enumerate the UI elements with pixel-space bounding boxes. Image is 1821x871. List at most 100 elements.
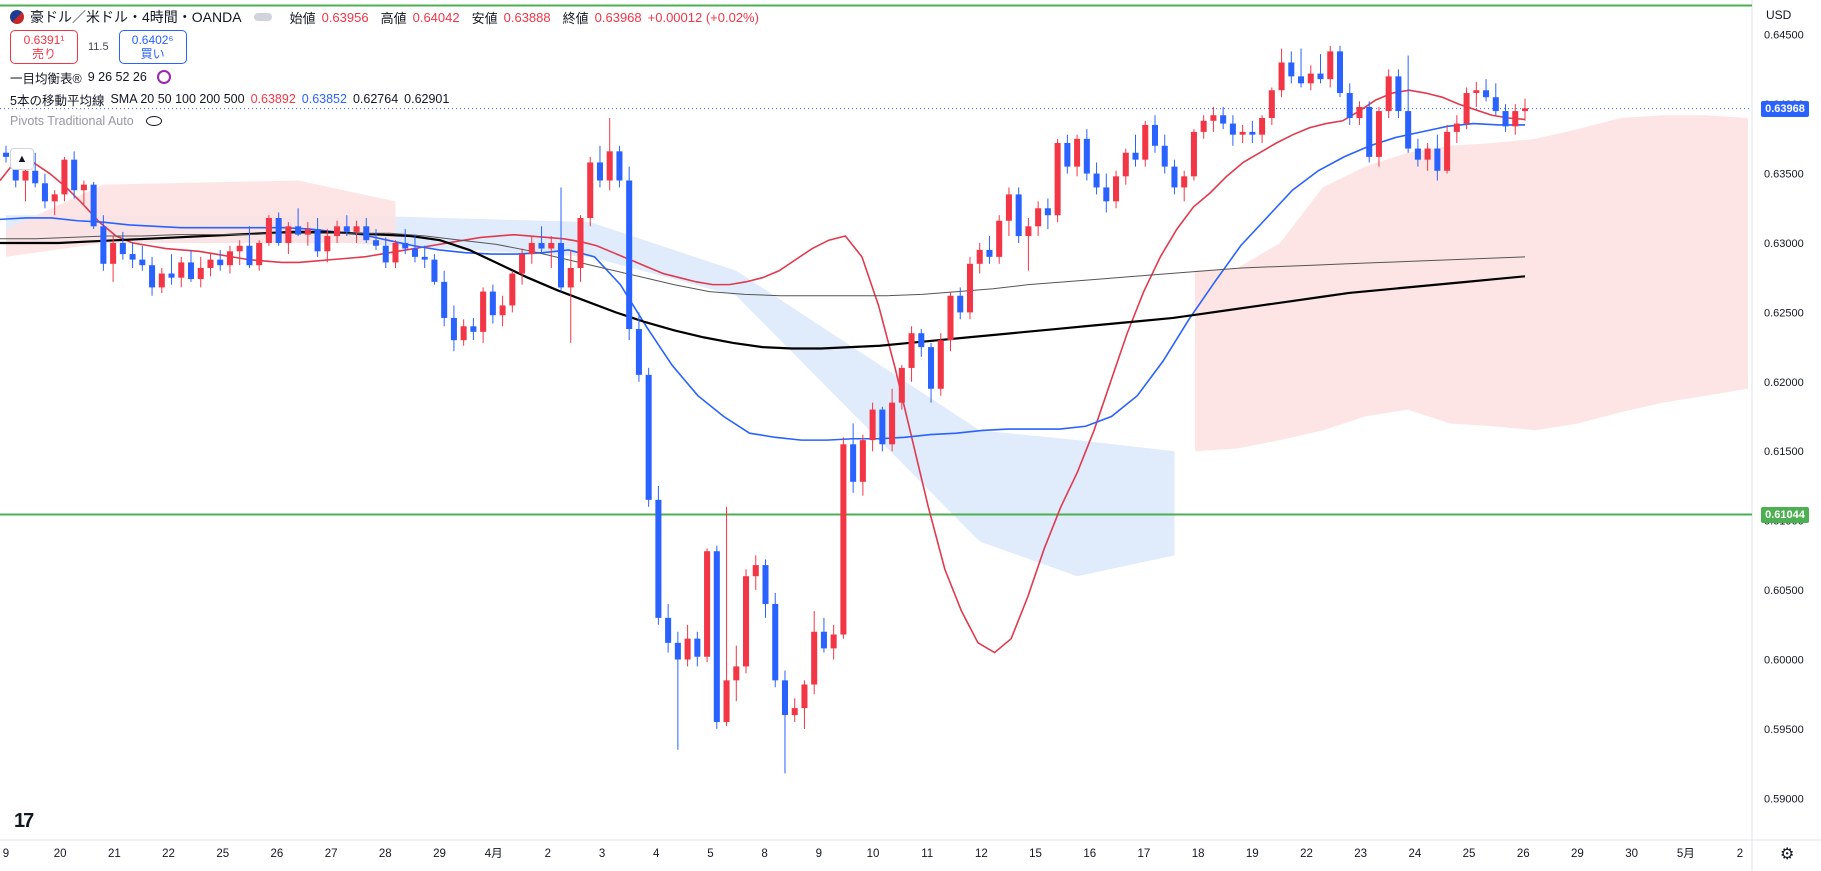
sma-200-line (0, 230, 1526, 350)
buy-button[interactable]: 0.6402⁶ 買い (118, 30, 187, 64)
ichimoku-row[interactable]: 一目均衡表® 9 26 52 26 (10, 66, 759, 88)
candle-body (908, 333, 915, 368)
candle-body (460, 326, 467, 341)
candle-body (1473, 90, 1480, 94)
x-tick-label: 11 (921, 848, 933, 860)
candle-body (801, 684, 808, 709)
x-tick-label: 19 (1246, 848, 1259, 860)
ichimoku-cloud-bull (1195, 115, 1748, 452)
candle-body (246, 245, 253, 266)
x-tick-label: 24 (1408, 848, 1421, 860)
symbol-title[interactable]: 豪ドル／米ドル・4時間・OANDA (30, 9, 242, 25)
candle-body (976, 249, 983, 264)
x-tick-label: 30 (1625, 848, 1638, 860)
candle-body (324, 236, 331, 252)
toggle-icon[interactable] (253, 13, 272, 21)
candle-body (1375, 111, 1382, 157)
candle-body (879, 409, 886, 445)
candle-body (762, 565, 769, 604)
candle-body (996, 220, 1003, 257)
candle-body (1259, 118, 1266, 135)
candle-body (1492, 97, 1499, 112)
candle-body (519, 254, 526, 274)
candle-body (207, 259, 214, 268)
candle-body (635, 329, 642, 375)
y-tick-label: 0.61500 (1764, 446, 1804, 458)
sell-button[interactable]: 0.6391¹ 売り (10, 30, 78, 64)
x-tick-label: 3 (599, 848, 605, 860)
candle-body (811, 631, 818, 685)
candle-body (548, 242, 555, 249)
symbol-row: 豪ドル／米ドル・4時間・OANDA 始値 0.63956 高値 0.64042 安値… (10, 6, 759, 28)
open-label: 始値 (289, 10, 316, 26)
candle-body (1103, 187, 1110, 202)
gear-icon[interactable]: ⚙ (1780, 846, 1795, 863)
candle-body (1414, 148, 1421, 160)
candle-body (285, 226, 292, 243)
candle-body (1366, 106, 1373, 157)
candle-body (1171, 166, 1178, 188)
candle-body (1512, 111, 1519, 127)
candle-body (986, 249, 993, 257)
candle-body (859, 440, 866, 482)
pivots-row[interactable]: Pivots Traditional Auto (10, 110, 759, 132)
x-tick-label: 25 (216, 848, 229, 860)
collapse-legend-button[interactable]: ▲ (10, 148, 34, 170)
high-label: 高値 (380, 10, 407, 26)
x-tick-label: 20 (54, 848, 67, 860)
sma-50-line (0, 122, 1525, 441)
refresh-icon[interactable] (156, 70, 171, 84)
ma-row[interactable]: 5本の移動平均線 SMA 20 50 100 200 500 0.63892 0… (10, 88, 759, 110)
sma-20-line (0, 89, 1526, 654)
candle-body (265, 217, 272, 243)
x-tick-label: 2 (545, 848, 551, 860)
candle-body (772, 603, 779, 681)
candle-body (470, 326, 477, 332)
chart-legend: 豪ドル／米ドル・4時間・OANDA 始値 0.63956 高値 0.64042 安値… (10, 6, 759, 132)
candle-body (840, 444, 847, 635)
candle-body (304, 229, 311, 235)
candle-body (1521, 108, 1529, 112)
ichimoku-cloud-bear (6, 215, 1175, 577)
candle-body (51, 194, 58, 202)
candle-body (22, 170, 29, 181)
candle-body (567, 267, 574, 288)
candle-body (1307, 73, 1314, 84)
candle-body (1249, 131, 1256, 135)
candle-body (1142, 124, 1149, 160)
level-price-tag: 0.61044 (1761, 506, 1809, 523)
candle-body (100, 226, 107, 264)
candle-body (450, 317, 457, 341)
current-price-tag: 0.63968 (1761, 100, 1809, 117)
candle-body (937, 340, 944, 389)
x-tick-label: 29 (1571, 848, 1584, 860)
candle-body (928, 347, 935, 389)
x-tick-label: 10 (867, 848, 880, 860)
candle-body (509, 273, 516, 306)
candle-body (1083, 138, 1090, 174)
x-tick-label: 9 (816, 848, 822, 860)
candle-body (723, 680, 730, 722)
hidden-eye-icon[interactable] (145, 116, 162, 126)
candle-body (918, 333, 925, 348)
sma-500-line (0, 232, 1526, 297)
candle-body (1044, 208, 1051, 216)
x-tick-label: 23 (1354, 848, 1367, 860)
x-tick-label: 8 (761, 848, 767, 860)
candle-body (1453, 123, 1460, 132)
candle-body (1424, 148, 1431, 160)
candle-body (1005, 194, 1012, 221)
candle-body (158, 273, 165, 288)
candle-body (1288, 62, 1295, 77)
candle-body (1483, 90, 1490, 98)
candle-body (1356, 106, 1363, 119)
currency-selector[interactable]: USD (1766, 8, 1792, 22)
low-value: 0.63888 (503, 9, 551, 25)
candle-body (129, 254, 136, 260)
ichimoku-name: 一目均衡表® (10, 71, 82, 86)
x-tick-label: 26 (271, 848, 284, 860)
tradingview-logo[interactable]: 17 (14, 810, 34, 832)
candle-body (1151, 124, 1159, 146)
candle-body (694, 638, 701, 657)
